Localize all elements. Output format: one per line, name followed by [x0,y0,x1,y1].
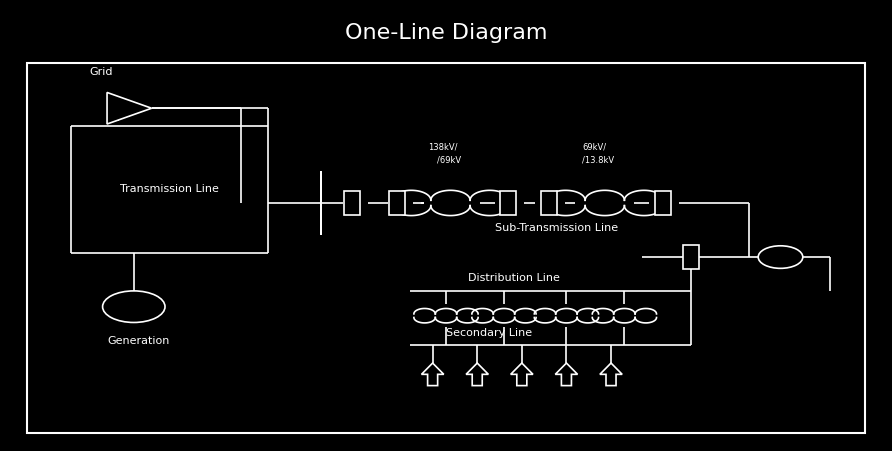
Bar [500,190,516,215]
Bar [541,190,557,215]
Text: Sub-Transmission Line: Sub-Transmission Line [495,223,618,233]
Text: 138kV/: 138kV/ [428,142,458,151]
Polygon shape [510,363,533,386]
Polygon shape [555,363,578,386]
Text: Distribution Line: Distribution Line [468,273,560,283]
Bar [655,190,671,215]
Bar [683,244,699,270]
Bar [27,63,865,433]
Text: /13.8kV: /13.8kV [582,156,615,165]
Polygon shape [421,363,444,386]
Text: 69kV/: 69kV/ [582,142,607,151]
Text: /69kV: /69kV [437,156,461,165]
Text: Transmission Line: Transmission Line [120,184,219,194]
Text: One-Line Diagram: One-Line Diagram [344,23,548,42]
Polygon shape [107,92,152,124]
Circle shape [103,291,165,322]
Text: Grid: Grid [89,67,112,77]
Bar [344,190,360,215]
Polygon shape [467,363,489,386]
Circle shape [758,246,803,268]
Text: Secondary Line: Secondary Line [446,328,533,338]
Bar [389,190,405,215]
Text: Generation: Generation [107,336,169,346]
Polygon shape [600,363,622,386]
